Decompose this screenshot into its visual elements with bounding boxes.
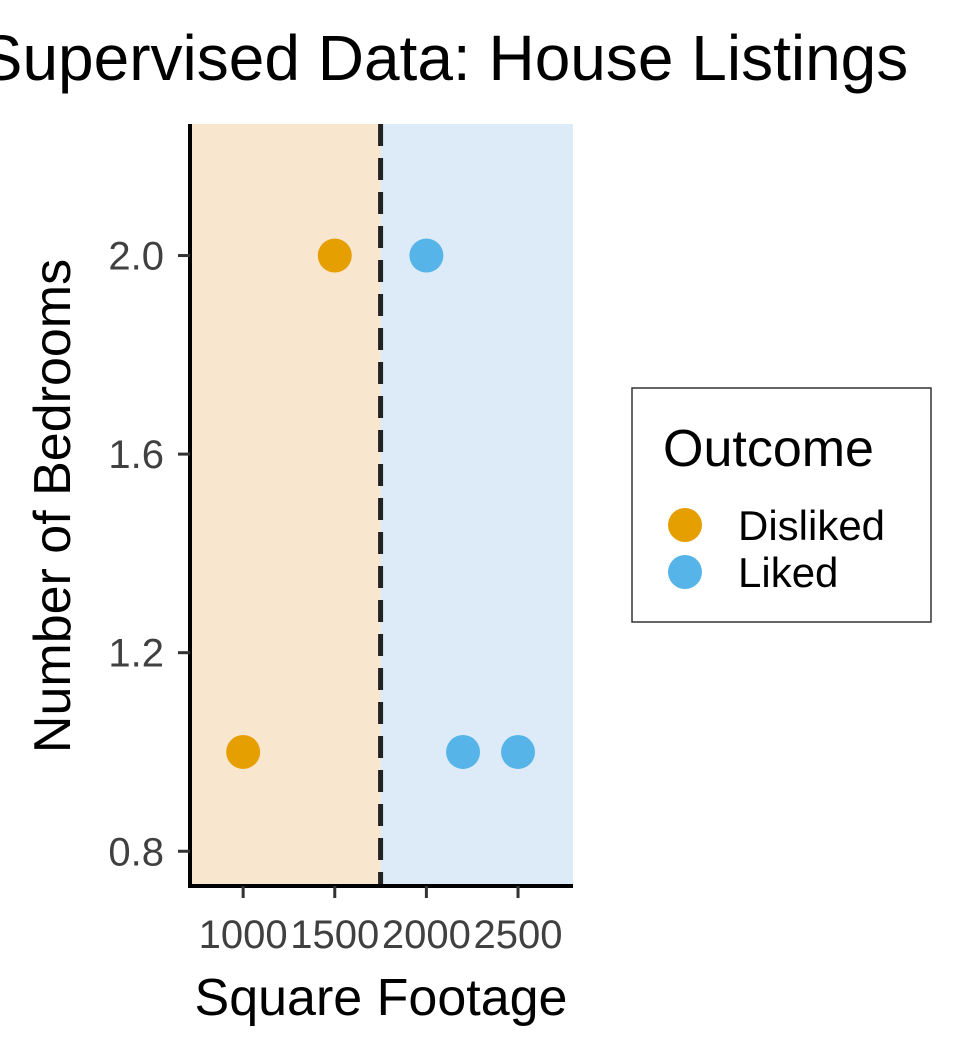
x-tick-label-1000: 1000 <box>199 913 288 957</box>
x-axis-ticks: 1000 1500 2000 2500 <box>199 886 563 957</box>
point-liked-1 <box>446 734 481 769</box>
data-points <box>226 238 536 769</box>
x-tick-label-1500: 1500 <box>290 913 379 957</box>
x-tick-label-2500: 2500 <box>474 913 563 957</box>
y-axis-ticks: 0.8 1.2 1.6 2.0 <box>108 235 190 874</box>
x-axis-title: Square Footage <box>195 969 568 1027</box>
y-tick-label-3: 2.0 <box>108 235 164 279</box>
legend-marker-liked <box>668 555 702 589</box>
y-tick-label-2: 1.6 <box>108 433 164 477</box>
point-liked-2 <box>501 734 536 769</box>
y-tick-label-0: 0.8 <box>108 830 164 874</box>
legend-marker-disliked <box>668 508 702 542</box>
legend-title: Outcome <box>663 420 874 478</box>
region-liked <box>380 124 573 886</box>
point-disliked-1 <box>317 238 352 273</box>
y-axis-title: Number of Bedrooms <box>24 259 82 753</box>
point-liked-0 <box>409 238 444 273</box>
x-tick-label-2000: 2000 <box>382 913 471 957</box>
region-disliked <box>190 124 381 886</box>
point-disliked-0 <box>226 734 261 769</box>
axes <box>188 124 573 888</box>
chart-title: Supervised Data: House Listings <box>0 22 908 94</box>
y-tick-label-1: 1.2 <box>108 632 164 676</box>
legend-label-liked: Liked <box>738 549 838 596</box>
legend-label-disliked: Disliked <box>738 502 885 549</box>
legend: Outcome Disliked Liked <box>631 387 932 623</box>
